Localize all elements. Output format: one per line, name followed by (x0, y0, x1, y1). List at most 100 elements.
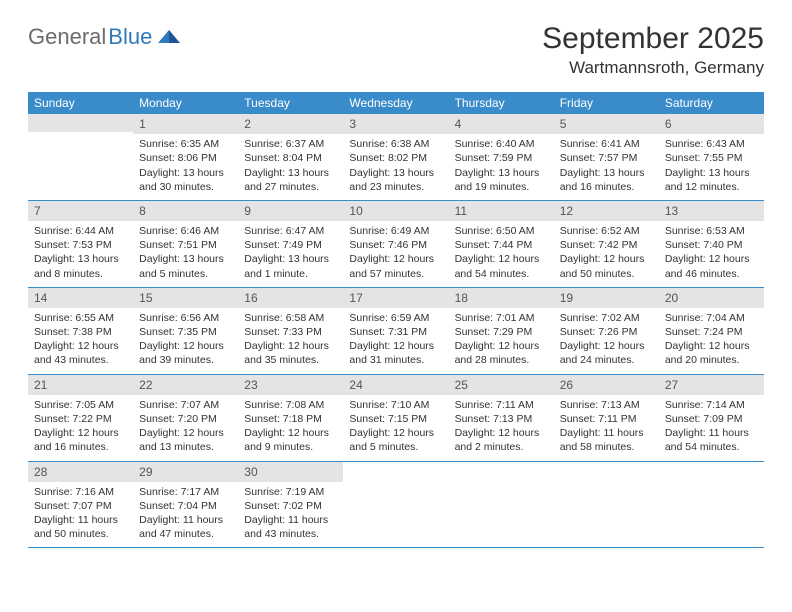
day-number: 27 (659, 375, 764, 395)
sunset-text: Sunset: 7:44 PM (455, 238, 548, 252)
day-number: 24 (343, 375, 448, 395)
sunrise-text: Sunrise: 7:11 AM (455, 398, 548, 412)
daylight-text: and 5 minutes. (349, 440, 442, 454)
day-number: 25 (449, 375, 554, 395)
day-number: 9 (238, 201, 343, 221)
day-cell: 24Sunrise: 7:10 AMSunset: 7:15 PMDayligh… (343, 375, 448, 461)
day-cell: 10Sunrise: 6:49 AMSunset: 7:46 PMDayligh… (343, 201, 448, 287)
day-cell: 9Sunrise: 6:47 AMSunset: 7:49 PMDaylight… (238, 201, 343, 287)
daylight-text: and 46 minutes. (665, 267, 758, 281)
daylight-text: and 23 minutes. (349, 180, 442, 194)
day-cell: 3Sunrise: 6:38 AMSunset: 8:02 PMDaylight… (343, 114, 448, 200)
day-cell: 20Sunrise: 7:04 AMSunset: 7:24 PMDayligh… (659, 288, 764, 374)
logo-text-blue: Blue (108, 24, 152, 50)
daylight-text: Daylight: 12 hours (139, 339, 232, 353)
sunset-text: Sunset: 7:42 PM (560, 238, 653, 252)
sunset-text: Sunset: 7:31 PM (349, 325, 442, 339)
daylight-text: Daylight: 11 hours (560, 426, 653, 440)
daylight-text: Daylight: 13 hours (244, 252, 337, 266)
location: Wartmannsroth, Germany (542, 58, 764, 78)
day-number: 10 (343, 201, 448, 221)
sunrise-text: Sunrise: 6:59 AM (349, 311, 442, 325)
day-number: 23 (238, 375, 343, 395)
sunset-text: Sunset: 7:02 PM (244, 499, 337, 513)
logo-mark-icon (158, 27, 180, 48)
dow-cell: Thursday (449, 92, 554, 114)
day-cell (343, 462, 448, 548)
sunset-text: Sunset: 7:09 PM (665, 412, 758, 426)
daylight-text: and 1 minute. (244, 267, 337, 281)
logo-text-general: General (28, 24, 106, 50)
sunset-text: Sunset: 7:35 PM (139, 325, 232, 339)
sunset-text: Sunset: 7:51 PM (139, 238, 232, 252)
day-number: 29 (133, 462, 238, 482)
sunrise-text: Sunrise: 6:53 AM (665, 224, 758, 238)
daylight-text: and 43 minutes. (34, 353, 127, 367)
day-number: 4 (449, 114, 554, 134)
header-row: General Blue September 2025 Wartmannsrot… (28, 22, 764, 78)
daylight-text: and 31 minutes. (349, 353, 442, 367)
day-number: 7 (28, 201, 133, 221)
day-number: 12 (554, 201, 659, 221)
daylight-text: and 24 minutes. (560, 353, 653, 367)
sunrise-text: Sunrise: 6:37 AM (244, 137, 337, 151)
weeks-container: 1Sunrise: 6:35 AMSunset: 8:06 PMDaylight… (28, 114, 764, 548)
day-number: 28 (28, 462, 133, 482)
day-cell: 28Sunrise: 7:16 AMSunset: 7:07 PMDayligh… (28, 462, 133, 548)
sunset-text: Sunset: 7:13 PM (455, 412, 548, 426)
sunrise-text: Sunrise: 7:04 AM (665, 311, 758, 325)
daylight-text: Daylight: 12 hours (665, 252, 758, 266)
day-cell: 1Sunrise: 6:35 AMSunset: 8:06 PMDaylight… (133, 114, 238, 200)
logo: General Blue (28, 24, 180, 50)
sunset-text: Sunset: 7:20 PM (139, 412, 232, 426)
day-cell: 12Sunrise: 6:52 AMSunset: 7:42 PMDayligh… (554, 201, 659, 287)
daylight-text: and 43 minutes. (244, 527, 337, 541)
day-number: 20 (659, 288, 764, 308)
daylight-text: and 19 minutes. (455, 180, 548, 194)
dow-cell: Tuesday (238, 92, 343, 114)
day-number: 21 (28, 375, 133, 395)
daylight-text: Daylight: 12 hours (349, 252, 442, 266)
daylight-text: Daylight: 11 hours (139, 513, 232, 527)
daylight-text: and 16 minutes. (34, 440, 127, 454)
day-cell (659, 462, 764, 548)
daylight-text: and 28 minutes. (455, 353, 548, 367)
sunset-text: Sunset: 7:40 PM (665, 238, 758, 252)
day-cell (28, 114, 133, 200)
day-number: 6 (659, 114, 764, 134)
sunset-text: Sunset: 7:07 PM (34, 499, 127, 513)
day-cell (554, 462, 659, 548)
sunrise-text: Sunrise: 6:49 AM (349, 224, 442, 238)
week-row: 7Sunrise: 6:44 AMSunset: 7:53 PMDaylight… (28, 201, 764, 288)
daylight-text: Daylight: 13 hours (665, 166, 758, 180)
sunrise-text: Sunrise: 6:43 AM (665, 137, 758, 151)
sunrise-text: Sunrise: 6:38 AM (349, 137, 442, 151)
daylight-text: and 27 minutes. (244, 180, 337, 194)
sunrise-text: Sunrise: 7:19 AM (244, 485, 337, 499)
daylight-text: and 13 minutes. (139, 440, 232, 454)
day-cell: 17Sunrise: 6:59 AMSunset: 7:31 PMDayligh… (343, 288, 448, 374)
daylight-text: Daylight: 13 hours (349, 166, 442, 180)
sunrise-text: Sunrise: 7:07 AM (139, 398, 232, 412)
sunset-text: Sunset: 7:26 PM (560, 325, 653, 339)
sunrise-text: Sunrise: 7:10 AM (349, 398, 442, 412)
daylight-text: Daylight: 13 hours (560, 166, 653, 180)
dow-row: Sunday Monday Tuesday Wednesday Thursday… (28, 92, 764, 114)
sunrise-text: Sunrise: 6:50 AM (455, 224, 548, 238)
sunset-text: Sunset: 7:38 PM (34, 325, 127, 339)
daylight-text: Daylight: 13 hours (244, 166, 337, 180)
daylight-text: Daylight: 13 hours (139, 252, 232, 266)
day-cell: 19Sunrise: 7:02 AMSunset: 7:26 PMDayligh… (554, 288, 659, 374)
sunrise-text: Sunrise: 6:58 AM (244, 311, 337, 325)
daylight-text: and 54 minutes. (665, 440, 758, 454)
dow-cell: Monday (133, 92, 238, 114)
sunrise-text: Sunrise: 7:17 AM (139, 485, 232, 499)
day-number: 1 (133, 114, 238, 134)
day-cell: 2Sunrise: 6:37 AMSunset: 8:04 PMDaylight… (238, 114, 343, 200)
daylight-text: and 12 minutes. (665, 180, 758, 194)
sunset-text: Sunset: 7:22 PM (34, 412, 127, 426)
daylight-text: Daylight: 12 hours (139, 426, 232, 440)
daylight-text: and 50 minutes. (560, 267, 653, 281)
dow-cell: Wednesday (343, 92, 448, 114)
day-cell: 8Sunrise: 6:46 AMSunset: 7:51 PMDaylight… (133, 201, 238, 287)
